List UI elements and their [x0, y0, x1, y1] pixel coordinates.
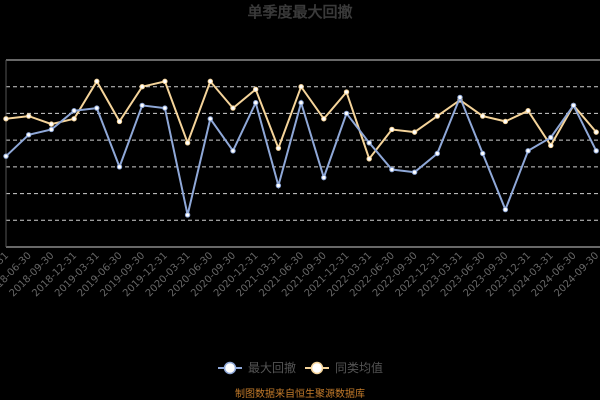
- data-point[interactable]: [94, 78, 100, 85]
- data-point[interactable]: [116, 118, 123, 125]
- legend-marker-peer-average: [310, 361, 324, 375]
- data-point[interactable]: [502, 206, 509, 213]
- data-point[interactable]: [502, 118, 509, 125]
- data-point[interactable]: [525, 108, 531, 114]
- data-point[interactable]: [162, 78, 168, 85]
- data-point[interactable]: [321, 116, 327, 122]
- legend-item-max-drawdown[interactable]: 最大回撤: [218, 360, 296, 375]
- data-point[interactable]: [570, 102, 577, 109]
- x-tick-labels: 2018-03-312018-06-302018-09-302018-12-31…: [0, 250, 600, 299]
- data-point[interactable]: [184, 140, 191, 146]
- data-point[interactable]: [389, 166, 395, 173]
- data-point[interactable]: [253, 100, 259, 106]
- data-point[interactable]: [71, 116, 77, 122]
- data-point[interactable]: [275, 145, 282, 151]
- data-point[interactable]: [343, 110, 350, 117]
- data-point[interactable]: [593, 148, 599, 154]
- data-point[interactable]: [230, 105, 236, 111]
- data-point[interactable]: [457, 94, 463, 101]
- data-point[interactable]: [116, 164, 123, 170]
- data-point[interactable]: [434, 113, 440, 119]
- data-point[interactable]: [207, 116, 214, 122]
- data-point[interactable]: [26, 113, 32, 119]
- data-point[interactable]: [548, 142, 554, 149]
- data-point[interactable]: [207, 78, 214, 85]
- data-point[interactable]: [366, 156, 372, 162]
- data-point[interactable]: [366, 140, 372, 146]
- data-point[interactable]: [3, 153, 9, 159]
- series-1: [3, 78, 599, 162]
- series-0: [3, 94, 599, 218]
- data-point[interactable]: [480, 150, 486, 157]
- data-point[interactable]: [139, 102, 145, 109]
- data-point[interactable]: [275, 182, 282, 189]
- data-point[interactable]: [48, 126, 55, 133]
- data-point[interactable]: [548, 134, 554, 141]
- legend-label-max-drawdown: 最大回撤: [248, 360, 296, 375]
- data-point[interactable]: [26, 132, 32, 138]
- data-point[interactable]: [298, 100, 304, 106]
- data-point[interactable]: [525, 148, 531, 154]
- legend-marker-max-drawdown: [223, 361, 237, 375]
- data-point[interactable]: [321, 174, 327, 181]
- legend: 最大回撤 同类均值: [218, 360, 383, 375]
- data-point[interactable]: [411, 129, 418, 135]
- data-point[interactable]: [343, 89, 350, 95]
- data-point[interactable]: [184, 212, 191, 218]
- source-note: 制图数据来自恒生聚源数据库: [235, 387, 365, 400]
- data-point[interactable]: [48, 121, 55, 127]
- data-point[interactable]: [253, 86, 259, 93]
- data-point[interactable]: [162, 105, 168, 111]
- data-point[interactable]: [411, 169, 418, 175]
- data-point[interactable]: [389, 126, 395, 133]
- chart-title: 单季度最大回撤: [247, 3, 352, 21]
- data-point[interactable]: [71, 108, 77, 114]
- gridlines: [6, 59, 600, 248]
- data-point[interactable]: [94, 105, 100, 111]
- series-line: [5, 94, 598, 216]
- data-point[interactable]: [3, 116, 9, 122]
- legend-label-peer-average: 同类均值: [335, 360, 383, 375]
- data-point[interactable]: [230, 148, 236, 154]
- data-point[interactable]: [139, 84, 145, 90]
- data-point[interactable]: [298, 84, 304, 90]
- data-point[interactable]: [593, 129, 599, 135]
- series-layer: [3, 78, 599, 218]
- legend-item-peer-average[interactable]: 同类均值: [305, 360, 383, 375]
- data-point[interactable]: [434, 150, 440, 157]
- data-point[interactable]: [480, 113, 486, 119]
